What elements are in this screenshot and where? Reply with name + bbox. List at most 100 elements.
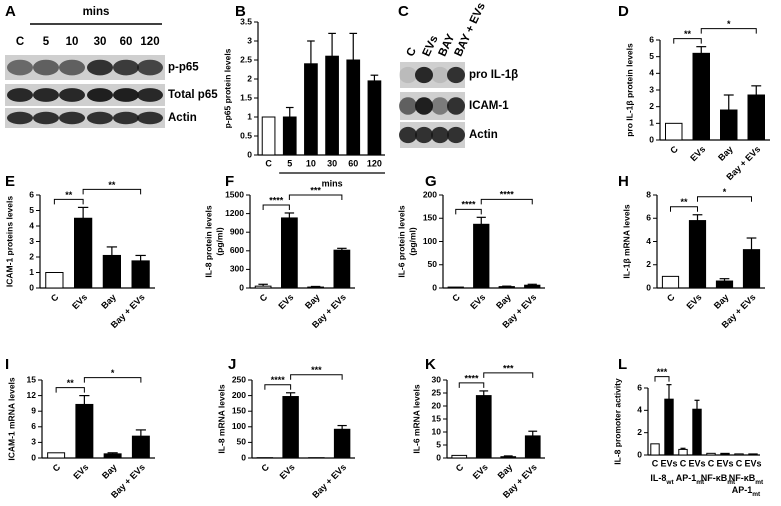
- y-axis-label: IL-6 mRNA levels: [411, 384, 421, 453]
- panel-letter: B: [235, 3, 246, 20]
- group-label-sub: mt: [696, 479, 705, 486]
- blot-band: [59, 88, 85, 102]
- bar: [282, 396, 299, 459]
- x-tick-label: C: [708, 458, 715, 468]
- error-bar: [337, 424, 347, 430]
- bar: [451, 454, 468, 459]
- y-tick-label: 6: [637, 382, 642, 392]
- y-tick-label: 2: [637, 427, 642, 437]
- y-tick-label: 0: [637, 449, 642, 459]
- y-tick-label: 15: [27, 374, 37, 384]
- lane-label: 10: [66, 36, 79, 48]
- bar: [281, 217, 298, 289]
- bar: [103, 453, 122, 459]
- significance-label: ****: [500, 190, 515, 200]
- blot-band: [399, 66, 417, 84]
- y-axis-label: IL-1β mRNA levels: [621, 204, 631, 279]
- bar: [473, 223, 490, 289]
- error-bar: [751, 85, 762, 95]
- x-tick-label: EVs: [660, 458, 677, 468]
- bar: [742, 249, 761, 289]
- group-label: NF-κBmt: [729, 473, 764, 485]
- panel-letter: G: [425, 173, 437, 190]
- y-tick-label: 8: [646, 189, 651, 199]
- significance-bracket: [290, 374, 343, 380]
- x-tick-label: EVs: [468, 292, 487, 311]
- error-bar: [107, 452, 118, 454]
- group-label-main: AP-1: [732, 485, 753, 495]
- error-bar: [307, 40, 315, 64]
- y-tick-label: 1.5: [240, 92, 252, 102]
- bar: [715, 280, 734, 289]
- y-tick-label: 4: [649, 68, 654, 78]
- bar: [747, 94, 765, 141]
- significance-label: **: [680, 197, 688, 207]
- panel-letter: E: [5, 173, 15, 190]
- bar: [720, 452, 730, 456]
- bar: [524, 284, 541, 289]
- y-tick-label: 0: [247, 149, 252, 159]
- blot-band: [431, 66, 449, 84]
- blot-band: [113, 111, 139, 125]
- y-tick-label: 1: [29, 267, 34, 277]
- bar: [304, 63, 318, 156]
- bar: [498, 286, 515, 289]
- bar: [475, 395, 492, 459]
- x-tick-label: Bay: [99, 292, 118, 311]
- x-tick-label: C: [665, 292, 677, 304]
- row-label: Total p65: [168, 89, 218, 101]
- y-tick-label: 2.5: [240, 54, 252, 64]
- significance-bracket: [82, 188, 142, 195]
- panel-letter: A: [5, 3, 16, 20]
- group-label: AP-1mt: [732, 485, 761, 497]
- y-tick-label: 200: [232, 390, 246, 400]
- x-tick-label: Bay: [496, 462, 515, 481]
- blot-band: [7, 111, 33, 125]
- error-bar: [692, 214, 703, 221]
- group-label-sub: mt: [752, 491, 761, 498]
- error-bar: [528, 430, 538, 436]
- significance-label: ***: [657, 367, 668, 377]
- x-tick-label: 120: [367, 158, 382, 168]
- lane-label: C: [405, 46, 419, 59]
- bar: [74, 217, 93, 289]
- significance-bracket: [458, 382, 485, 388]
- significance-label: ***: [503, 363, 514, 373]
- significance-bracket: [262, 204, 290, 210]
- y-tick-label: 600: [230, 245, 244, 255]
- blot-band: [33, 111, 59, 125]
- error-bar: [328, 32, 336, 57]
- y-tick-label: 3.5: [240, 16, 252, 26]
- blot-band: [59, 59, 85, 76]
- error-bar: [696, 46, 707, 54]
- bar: [131, 260, 150, 289]
- y-tick-label: 0.5: [240, 130, 252, 140]
- y-tick-label: 20: [432, 400, 442, 410]
- y-tick-label: 5: [29, 205, 34, 215]
- y-tick-label: 150: [423, 213, 437, 223]
- error-bar: [135, 254, 146, 261]
- y-tick-label: 200: [423, 189, 437, 199]
- significance-label: *: [111, 368, 115, 378]
- group-label: IL-8wt: [650, 473, 674, 485]
- blot-band: [33, 59, 59, 76]
- bar: [47, 452, 66, 459]
- error-bar: [680, 447, 686, 450]
- blot-band: [447, 97, 465, 115]
- blot-band: [137, 88, 163, 102]
- x-tick-label: C: [668, 144, 680, 156]
- blot-band: [137, 111, 163, 125]
- bar: [75, 403, 94, 459]
- y-tick-label: 150: [232, 405, 246, 415]
- blot-band: [7, 88, 33, 102]
- y-tick-label: 5: [649, 51, 654, 61]
- x-tick-label: C: [51, 462, 63, 474]
- error-bar: [476, 216, 486, 225]
- y-tick-label: 3: [31, 437, 36, 447]
- error-bar: [370, 74, 379, 81]
- bar: [282, 116, 297, 156]
- significance-label: **: [67, 378, 75, 388]
- bar: [346, 59, 361, 156]
- panel-letter: L: [618, 356, 627, 373]
